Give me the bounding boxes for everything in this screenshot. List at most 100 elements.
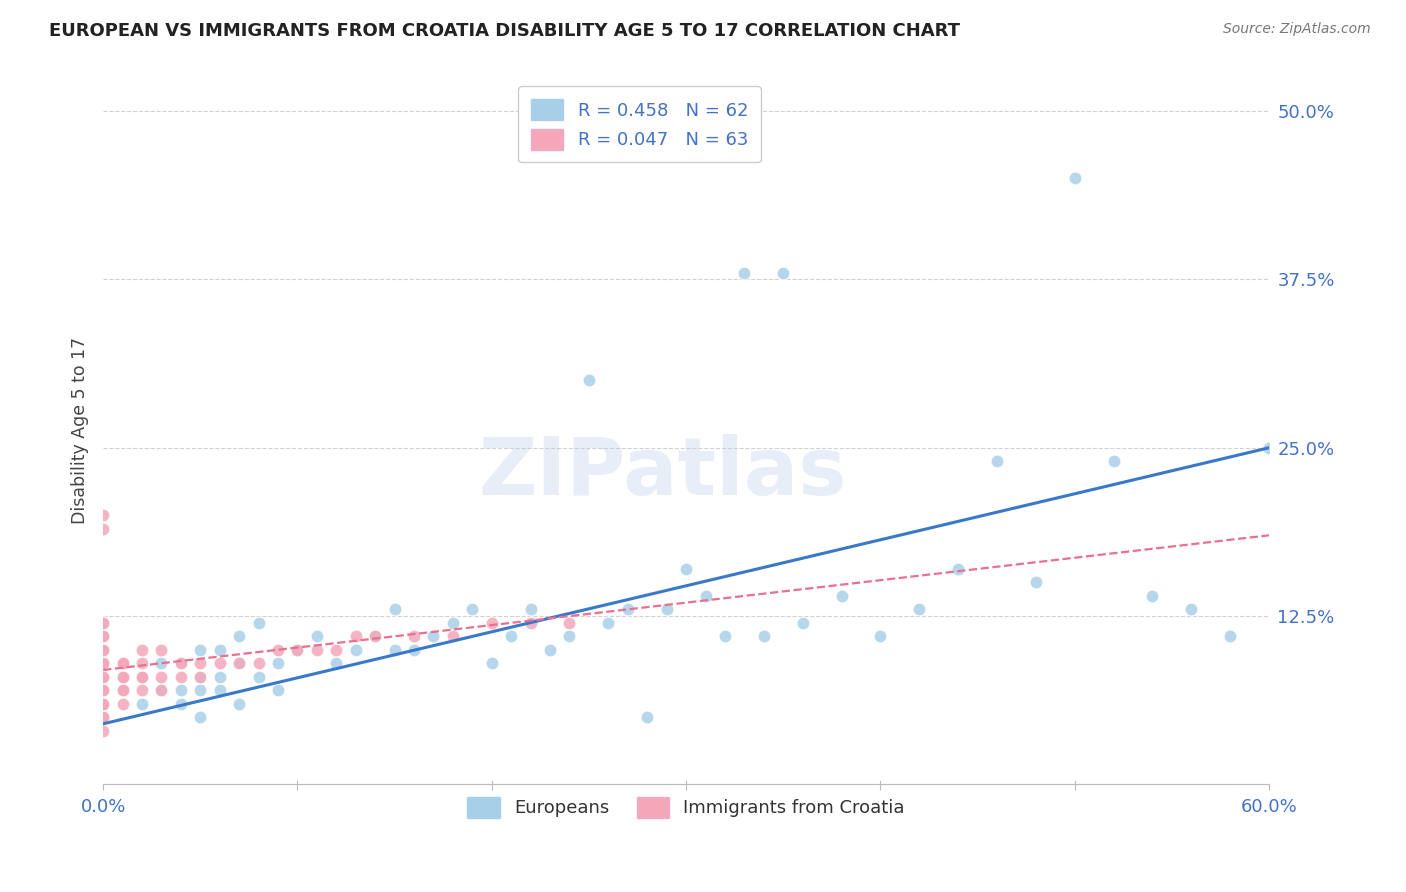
Point xyxy=(208,657,231,671)
Point xyxy=(481,615,503,630)
Point xyxy=(131,657,153,671)
Point xyxy=(519,615,541,630)
Point xyxy=(188,683,211,698)
Point xyxy=(441,615,464,630)
Point xyxy=(170,697,193,711)
Point xyxy=(131,670,153,684)
Point xyxy=(91,522,114,536)
Point xyxy=(91,657,114,671)
Point xyxy=(91,683,114,698)
Point xyxy=(150,670,173,684)
Point xyxy=(305,629,328,643)
Point xyxy=(695,589,717,603)
Point xyxy=(91,683,114,698)
Point xyxy=(188,670,211,684)
Point xyxy=(501,629,523,643)
Point xyxy=(150,642,173,657)
Point xyxy=(188,710,211,724)
Point xyxy=(91,615,114,630)
Point xyxy=(91,723,114,738)
Point xyxy=(402,642,425,657)
Point xyxy=(1180,602,1202,616)
Point xyxy=(247,670,270,684)
Point xyxy=(91,629,114,643)
Point xyxy=(538,642,561,657)
Point xyxy=(91,615,114,630)
Point xyxy=(131,670,153,684)
Point xyxy=(91,657,114,671)
Point xyxy=(91,670,114,684)
Point xyxy=(208,683,231,698)
Point xyxy=(325,642,347,657)
Point xyxy=(150,683,173,698)
Point xyxy=(1258,441,1281,455)
Point xyxy=(752,629,775,643)
Point xyxy=(111,670,134,684)
Point xyxy=(91,697,114,711)
Text: ZIPatlas: ZIPatlas xyxy=(478,434,846,512)
Point xyxy=(287,642,309,657)
Point xyxy=(267,683,290,698)
Point xyxy=(714,629,737,643)
Point xyxy=(986,454,1008,468)
Point xyxy=(1142,589,1164,603)
Point xyxy=(364,629,387,643)
Point xyxy=(188,642,211,657)
Point xyxy=(344,642,367,657)
Point xyxy=(228,657,250,671)
Point xyxy=(208,642,231,657)
Point xyxy=(1219,629,1241,643)
Point xyxy=(170,683,193,698)
Point xyxy=(441,629,464,643)
Point xyxy=(188,670,211,684)
Point xyxy=(91,710,114,724)
Point xyxy=(91,670,114,684)
Point xyxy=(402,629,425,643)
Point xyxy=(91,642,114,657)
Point xyxy=(384,642,406,657)
Text: EUROPEAN VS IMMIGRANTS FROM CROATIA DISABILITY AGE 5 TO 17 CORRELATION CHART: EUROPEAN VS IMMIGRANTS FROM CROATIA DISA… xyxy=(49,22,960,40)
Point xyxy=(91,642,114,657)
Point xyxy=(91,642,114,657)
Point xyxy=(91,642,114,657)
Point xyxy=(655,602,678,616)
Point xyxy=(908,602,931,616)
Point xyxy=(111,657,134,671)
Point xyxy=(247,657,270,671)
Point xyxy=(831,589,853,603)
Point xyxy=(578,373,600,387)
Point xyxy=(91,629,114,643)
Point xyxy=(617,602,640,616)
Point xyxy=(228,657,250,671)
Point xyxy=(91,683,114,698)
Point xyxy=(170,657,193,671)
Point xyxy=(170,670,193,684)
Point xyxy=(287,642,309,657)
Point xyxy=(91,697,114,711)
Point xyxy=(247,615,270,630)
Point xyxy=(150,657,173,671)
Legend: Europeans, Immigrants from Croatia: Europeans, Immigrants from Croatia xyxy=(460,789,912,825)
Point xyxy=(150,683,173,698)
Point xyxy=(598,615,620,630)
Point xyxy=(91,670,114,684)
Point xyxy=(1025,575,1047,590)
Point xyxy=(364,629,387,643)
Point xyxy=(188,657,211,671)
Point xyxy=(91,683,114,698)
Point xyxy=(305,642,328,657)
Point xyxy=(91,629,114,643)
Point xyxy=(131,642,153,657)
Point xyxy=(111,683,134,698)
Point xyxy=(792,615,814,630)
Point xyxy=(111,683,134,698)
Point xyxy=(91,657,114,671)
Point xyxy=(228,697,250,711)
Point xyxy=(461,602,484,616)
Point xyxy=(675,562,697,576)
Point xyxy=(325,657,347,671)
Text: Source: ZipAtlas.com: Source: ZipAtlas.com xyxy=(1223,22,1371,37)
Point xyxy=(228,629,250,643)
Point xyxy=(131,683,153,698)
Point xyxy=(733,266,755,280)
